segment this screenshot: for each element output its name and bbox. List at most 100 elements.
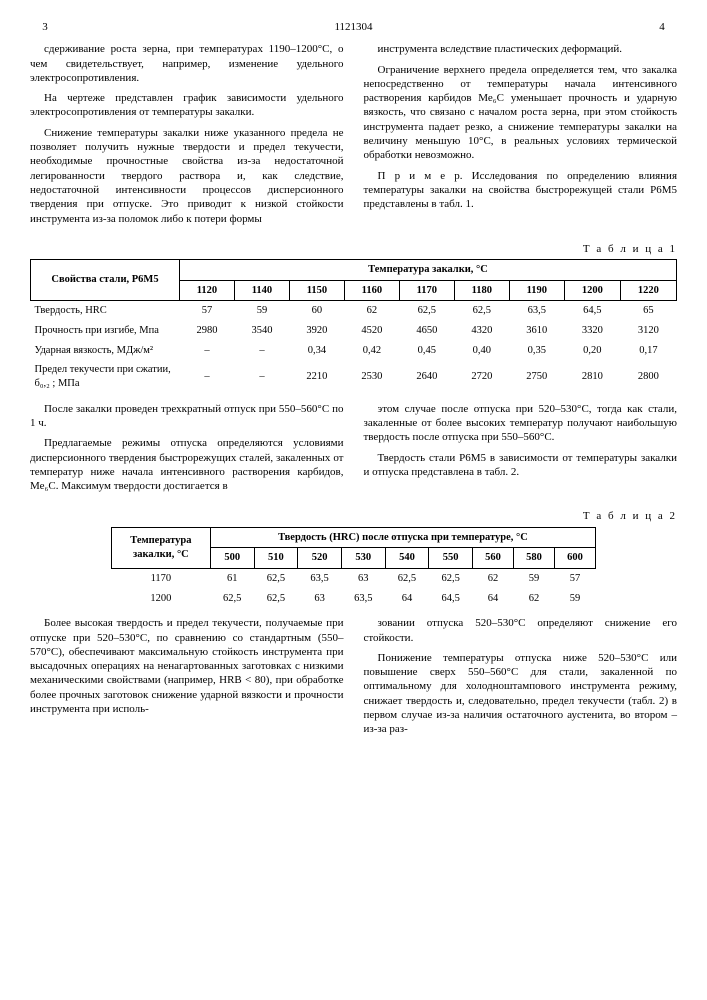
value-cell: 60 xyxy=(289,301,344,321)
column-right: этом случае после отпуска при 520–530°С,… xyxy=(364,402,678,500)
property-cell: Прочность при изгибе, Мпа xyxy=(31,321,180,341)
paragraph: зовании отпуска 520–530°С определяют сни… xyxy=(364,616,678,645)
value-cell: – xyxy=(180,341,235,361)
value-cell: 3540 xyxy=(234,321,289,341)
value-cell: 62,5 xyxy=(385,569,429,589)
column-left: После закалки проведен трехкратный отпус… xyxy=(30,402,344,500)
value-cell: – xyxy=(180,360,235,393)
table1-temp-header: 1180 xyxy=(454,280,509,301)
property-cell: Твердость, HRC xyxy=(31,301,180,321)
paragraph: После закалки проведен трехкратный отпус… xyxy=(30,402,344,431)
table1-temp-header: 1160 xyxy=(344,280,399,301)
page-header: 3 1121304 4 xyxy=(30,20,677,34)
column-right: зовании отпуска 520–530°С определяют сни… xyxy=(364,616,678,742)
paragraph: На чертеже представлен график зависимост… xyxy=(30,91,344,120)
value-cell: 62,5 xyxy=(429,569,473,589)
value-cell: 62,5 xyxy=(454,301,509,321)
value-cell: 2640 xyxy=(399,360,454,393)
table-row: Прочность при изгибе, Мпа298035403920452… xyxy=(31,321,677,341)
paragraph: этом случае после отпуска при 520–530°С,… xyxy=(364,402,678,445)
table2-temp-header: 550 xyxy=(429,548,473,569)
value-cell: 64,5 xyxy=(429,589,473,609)
paragraph: инструмента вследствие пластических дефо… xyxy=(364,42,678,56)
value-cell: 0,40 xyxy=(454,341,509,361)
value-cell: 64 xyxy=(385,589,429,609)
table1-temp-header: 1140 xyxy=(234,280,289,301)
value-cell: 2750 xyxy=(509,360,564,393)
value-cell: 63,5 xyxy=(298,569,342,589)
value-cell: – xyxy=(234,360,289,393)
value-cell: 0,17 xyxy=(620,341,676,361)
value-cell: 2980 xyxy=(180,321,235,341)
value-cell: 62 xyxy=(513,589,554,609)
value-cell: 2800 xyxy=(620,360,676,393)
table1-temp-header: 1200 xyxy=(564,280,620,301)
table2-temp-header: 540 xyxy=(385,548,429,569)
table1-temp-header: 1120 xyxy=(180,280,235,301)
table2-temp-header: 520 xyxy=(298,548,342,569)
value-cell: 3320 xyxy=(564,321,620,341)
value-cell: 62,5 xyxy=(399,301,454,321)
table-row: 11706162,563,56362,562,5625957 xyxy=(111,569,595,589)
value-cell: 0,34 xyxy=(289,341,344,361)
value-cell: 62,5 xyxy=(210,589,254,609)
mid-text-columns: После закалки проведен трехкратный отпус… xyxy=(30,402,677,500)
paragraph: Ограничение верхнего предела определяетс… xyxy=(364,63,678,163)
value-cell: 3610 xyxy=(509,321,564,341)
paragraph: сдерживание роста зерна, при температура… xyxy=(30,42,344,85)
table2-temp-header: 510 xyxy=(254,548,298,569)
property-cell: Предел текучести при сжатии, б₀,₂ ; МПа xyxy=(31,360,180,393)
column-right: инструмента вследствие пластических дефо… xyxy=(364,42,678,232)
value-cell: 59 xyxy=(554,589,595,609)
temp-cell: 1200 xyxy=(111,589,210,609)
paragraph: Предлагаемые режимы отпуска определяются… xyxy=(30,436,344,493)
table2-temp-header: 600 xyxy=(554,548,595,569)
table2-temp-header: 530 xyxy=(341,548,385,569)
value-cell: 0,20 xyxy=(564,341,620,361)
value-cell: 57 xyxy=(554,569,595,589)
paragraph: Твердость стали Р6М5 в зависимости от те… xyxy=(364,451,678,480)
value-cell: 61 xyxy=(210,569,254,589)
table-row: Твердость, HRC5759606262,562,563,564,565 xyxy=(31,301,677,321)
table-row: 120062,562,56363,56464,5646259 xyxy=(111,589,595,609)
value-cell: 62,5 xyxy=(254,569,298,589)
value-cell: 62 xyxy=(473,569,514,589)
value-cell: 4320 xyxy=(454,321,509,341)
value-cell: 65 xyxy=(620,301,676,321)
value-cell: 0,35 xyxy=(509,341,564,361)
table2-temp-header: 580 xyxy=(513,548,554,569)
table2-label: Т а б л и ц а 2 xyxy=(30,509,677,523)
value-cell: 4520 xyxy=(344,321,399,341)
table1-temp-header: 1190 xyxy=(509,280,564,301)
table2-col1-header: Температура закалки, °С xyxy=(111,527,210,568)
value-cell: 63,5 xyxy=(341,589,385,609)
table1-label: Т а б л и ц а 1 xyxy=(30,242,677,256)
table1-temp-header: 1170 xyxy=(399,280,454,301)
table2-temp-header: 560 xyxy=(473,548,514,569)
paragraph: Снижение температуры закалки ниже указан… xyxy=(30,126,344,226)
value-cell: 64,5 xyxy=(564,301,620,321)
value-cell: 2720 xyxy=(454,360,509,393)
table1-temp-header: 1220 xyxy=(620,280,676,301)
top-text-columns: сдерживание роста зерна, при температура… xyxy=(30,42,677,232)
value-cell: 63 xyxy=(298,589,342,609)
value-cell: 2530 xyxy=(344,360,399,393)
table2-temp-header: 500 xyxy=(210,548,254,569)
value-cell: 57 xyxy=(180,301,235,321)
value-cell: 0,45 xyxy=(399,341,454,361)
column-left: сдерживание роста зерна, при температура… xyxy=(30,42,344,232)
value-cell: 4650 xyxy=(399,321,454,341)
paragraph: Более высокая твердость и предел текучес… xyxy=(30,616,344,716)
value-cell: 0,42 xyxy=(344,341,399,361)
table2-header: Твердость (HRC) после отпуска при темпер… xyxy=(210,527,595,548)
value-cell: 62,5 xyxy=(254,589,298,609)
table1: Свойства стали, Р6М5 Температура закалки… xyxy=(30,259,677,393)
value-cell: 59 xyxy=(234,301,289,321)
page-number-right: 4 xyxy=(647,20,677,34)
column-left: Более высокая твердость и предел текучес… xyxy=(30,616,344,742)
table2: Температура закалки, °С Твердость (HRC) … xyxy=(111,527,596,609)
temp-cell: 1170 xyxy=(111,569,210,589)
table1-rowheader: Свойства стали, Р6М5 xyxy=(31,260,180,301)
value-cell: 3920 xyxy=(289,321,344,341)
table-row: Ударная вязкость, МДж/м²––0,340,420,450,… xyxy=(31,341,677,361)
